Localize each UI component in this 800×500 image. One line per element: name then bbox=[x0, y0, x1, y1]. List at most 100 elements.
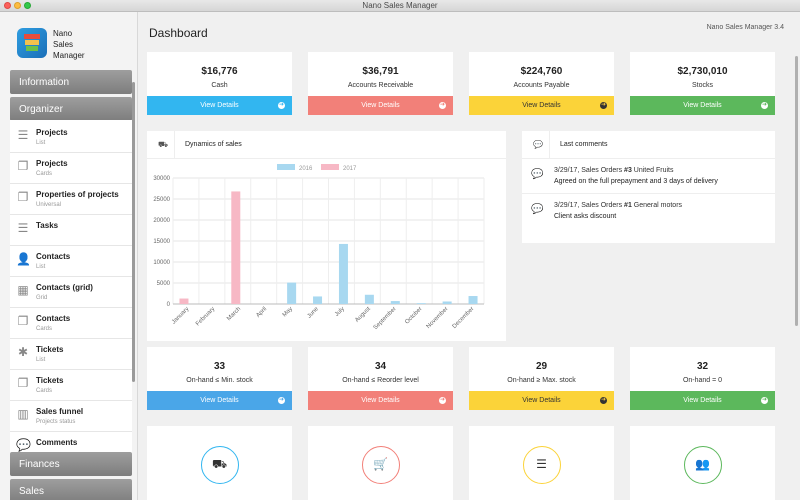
x-tick-label: May bbox=[282, 306, 294, 318]
arrow-right-icon: ➜ bbox=[439, 397, 446, 404]
bar-2016-october bbox=[416, 303, 426, 304]
section-finances[interactable]: Finances bbox=[10, 452, 132, 476]
x-tick-label: September bbox=[373, 306, 398, 331]
orders-card[interactable]: 🛒 bbox=[308, 426, 453, 500]
section-organizer[interactable]: Organizer bbox=[10, 97, 132, 121]
x-tick-label: April bbox=[255, 306, 268, 319]
legend-swatch-2016 bbox=[277, 164, 295, 170]
customers-card[interactable]: 👥 bbox=[630, 426, 775, 500]
x-tick-label: February bbox=[195, 306, 216, 327]
person-icon: 👤 bbox=[16, 252, 31, 266]
cards-icon: ❐ bbox=[17, 190, 29, 204]
view-details-button[interactable]: View Details ➜ bbox=[630, 96, 775, 115]
main-scrollbar[interactable] bbox=[795, 56, 798, 326]
sidebar-item-tasks[interactable]: ☰ Tasks bbox=[10, 215, 132, 246]
bar-2016-may bbox=[287, 282, 297, 304]
view-details-button[interactable]: View Details ➜ bbox=[469, 96, 614, 115]
section-information[interactable]: Information bbox=[10, 70, 132, 94]
stat-card-cash: $16,776 Cash View Details ➜ bbox=[147, 52, 292, 115]
sidebar-item-properties-of-projects[interactable]: ❐ Properties of projects Universal bbox=[10, 184, 132, 215]
window-title: Nano Sales Manager bbox=[362, 1, 438, 10]
y-tick-label: 0 bbox=[167, 302, 171, 308]
bar-2017-january bbox=[179, 298, 189, 304]
arrow-right-icon: ➜ bbox=[600, 397, 607, 404]
bar-chart-icon: ▥ bbox=[17, 407, 29, 421]
app-version: Nano Sales Manager 3.4 bbox=[706, 24, 784, 31]
legend-swatch-2017 bbox=[321, 164, 339, 170]
list-icon: ☰ bbox=[17, 128, 29, 142]
legend-label-2016: 2016 bbox=[299, 166, 313, 172]
stat-card-accounts-receivable: $36,791 Accounts Receivable View Details… bbox=[308, 52, 453, 115]
bar-2016-september bbox=[390, 301, 400, 304]
sidebar-scrollbar[interactable] bbox=[132, 82, 135, 382]
arrow-right-icon: ➜ bbox=[278, 102, 285, 109]
app-logo-icon bbox=[17, 28, 47, 58]
sidebar-item-tickets-cards[interactable]: ❐ Tickets Cards bbox=[10, 370, 132, 401]
sidebar-item-contacts-list[interactable]: 👤 Contacts List bbox=[10, 246, 132, 277]
speech-bubble-icon: 💬 bbox=[531, 204, 544, 215]
sidebar-item-comments[interactable]: 💬 Comments bbox=[16, 438, 78, 452]
comments-panel: 💬 Last comments 💬 3/29/17, Sales Orders … bbox=[522, 131, 775, 243]
sidebar-item-sales-funnel[interactable]: ▥ Sales funnel Projects status bbox=[10, 401, 132, 432]
app-logo-text: Nano Sales Manager bbox=[53, 29, 85, 60]
bar-2016-december bbox=[468, 296, 478, 304]
zoom-window-button[interactable] bbox=[24, 2, 31, 9]
comment-item[interactable]: 💬 3/29/17, Sales Orders #3 United Fruits… bbox=[522, 160, 775, 194]
sidebar-item-projects-cards[interactable]: ❐ Projects Cards bbox=[10, 153, 132, 184]
x-tick-label: November bbox=[426, 306, 450, 330]
speech-bubble-icon: 💬 bbox=[16, 438, 31, 452]
sidebar-item-projects-list[interactable]: ☰ Projects List bbox=[10, 122, 132, 153]
minimize-window-button[interactable] bbox=[14, 2, 21, 9]
view-details-button[interactable]: View Details ➜ bbox=[147, 391, 292, 410]
bar-2017-march bbox=[231, 191, 241, 304]
bar-2016-august bbox=[364, 294, 374, 304]
bug-icon: ✱ bbox=[17, 345, 29, 359]
grid-icon: ▦ bbox=[17, 283, 29, 297]
x-tick-label: July bbox=[334, 306, 346, 318]
organizer-menu: ☰ Projects List ❐ Projects Cards ❐ Prope… bbox=[10, 120, 132, 460]
cards-icon: ❐ bbox=[17, 376, 29, 390]
x-tick-label: June bbox=[307, 306, 321, 320]
truck-icon: ⛟ bbox=[200, 446, 239, 484]
view-details-button[interactable]: View Details ➜ bbox=[147, 96, 292, 115]
y-tick-label: 5000 bbox=[157, 281, 171, 287]
y-tick-label: 15000 bbox=[153, 239, 170, 245]
bar-2016-november bbox=[442, 301, 452, 304]
cards-icon: ❐ bbox=[17, 159, 29, 173]
bar-2016-july bbox=[338, 243, 348, 304]
x-tick-label: March bbox=[226, 306, 242, 322]
sidebar-item-contacts-cards[interactable]: ❐ Contacts Cards bbox=[10, 308, 132, 339]
comment-item[interactable]: 💬 3/29/17, Sales Orders #1 General motor… bbox=[531, 202, 683, 220]
sidebar-item-tickets-list[interactable]: ✱ Tickets List bbox=[10, 339, 132, 370]
y-tick-label: 10000 bbox=[153, 260, 170, 266]
arrow-right-icon: ➜ bbox=[600, 102, 607, 109]
stock-card-reorder: 34 On-hand ≤ Reorder level View Details ➜ bbox=[308, 347, 453, 410]
stock-card-zero: 32 On-hand = 0 View Details ➜ bbox=[630, 347, 775, 410]
y-tick-label: 20000 bbox=[153, 218, 170, 224]
arrow-right-icon: ➜ bbox=[439, 102, 446, 109]
truck-icon: ⛟ bbox=[158, 140, 169, 149]
inventory-card[interactable]: ☰ bbox=[469, 426, 614, 500]
window-titlebar: Nano Sales Manager bbox=[0, 0, 800, 12]
view-details-button[interactable]: View Details ➜ bbox=[308, 391, 453, 410]
cards-icon: ❐ bbox=[17, 314, 29, 328]
sales-chart: 0 5000 10000 15000 20000 25000 30000 January Feb… bbox=[153, 164, 485, 331]
bar-2016-june bbox=[313, 296, 323, 304]
sidebar: Nano Sales Manager Information Organizer… bbox=[0, 12, 138, 500]
shipping-card[interactable]: ⛟ bbox=[147, 426, 292, 500]
stock-card-max: 29 On-hand ≥ Max. stock View Details ➜ bbox=[469, 347, 614, 410]
arrow-right-icon: ➜ bbox=[761, 102, 768, 109]
stat-card-stocks: $2,730,010 Stocks View Details ➜ bbox=[630, 52, 775, 115]
comments-title: Last comments bbox=[560, 141, 608, 148]
page-title: Dashboard bbox=[149, 26, 208, 40]
arrow-right-icon: ➜ bbox=[278, 397, 285, 404]
close-window-button[interactable] bbox=[4, 2, 11, 9]
users-icon: 👥 bbox=[683, 446, 722, 484]
section-sales[interactable]: Sales bbox=[10, 479, 132, 500]
arrow-right-icon: ➜ bbox=[761, 397, 768, 404]
view-details-button[interactable]: View Details ➜ bbox=[630, 391, 775, 410]
view-details-button[interactable]: View Details ➜ bbox=[469, 391, 614, 410]
view-details-button[interactable]: View Details ➜ bbox=[308, 96, 453, 115]
sidebar-item-contacts-grid[interactable]: ▦ Contacts (grid) Grid bbox=[10, 277, 132, 308]
x-tick-label: January bbox=[171, 306, 190, 325]
